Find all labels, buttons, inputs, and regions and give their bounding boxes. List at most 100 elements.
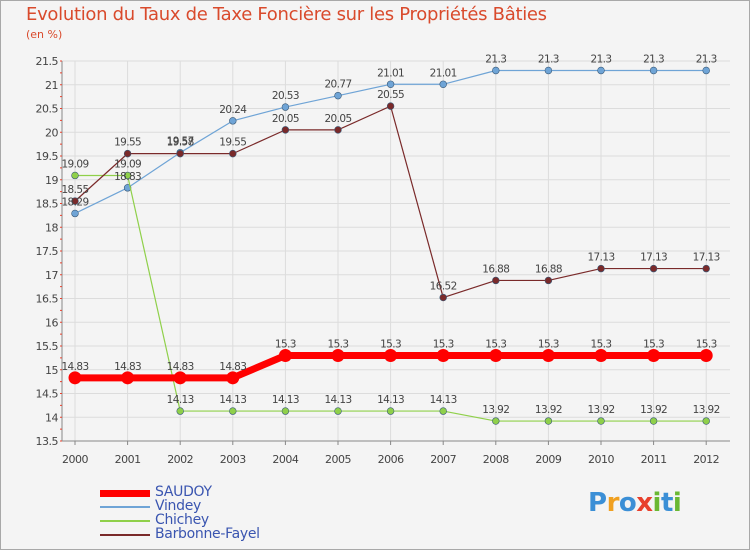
data-point [281, 103, 290, 111]
data-label: 14.13 [167, 394, 194, 406]
legend-item-barbonne-fayel: Barbonne-Fayel [100, 526, 300, 542]
y-tick-label: 19.5 [36, 150, 59, 163]
data-label: 20.55 [377, 89, 404, 101]
data-point [226, 371, 240, 385]
y-tick-label: 21 [45, 79, 58, 92]
data-point [331, 349, 345, 362]
logo-letter: P [588, 488, 607, 518]
data-label: 21.01 [430, 67, 457, 79]
data-point [121, 371, 135, 385]
legend-label-saudoy: SAUDOY [155, 484, 212, 500]
x-tick-label: 2010 [588, 453, 614, 466]
data-point [649, 264, 658, 273]
legend-item-chichey: Chichey [100, 512, 300, 528]
logo-letter: o [618, 488, 637, 518]
data-point [702, 66, 710, 75]
data-point [123, 184, 132, 192]
data-point [649, 66, 658, 75]
data-label: 20.24 [219, 104, 247, 116]
y-tick-label: 14.5 [36, 388, 59, 401]
data-label: 14.13 [430, 394, 457, 406]
data-point [386, 80, 395, 88]
data-label: 20.05 [272, 113, 299, 125]
legend-swatch-saudoy [100, 490, 150, 497]
x-tick-label: 2002 [167, 453, 193, 466]
data-label: 15.3 [328, 339, 349, 351]
logo-letter: x [636, 488, 653, 518]
logo-letter: t [660, 488, 673, 518]
data-point [334, 126, 342, 134]
data-label: 20.05 [324, 113, 351, 125]
data-point [544, 66, 553, 75]
data-label: 13.92 [482, 404, 509, 416]
data-label: 19.55 [114, 137, 141, 149]
logo-letter: i [652, 488, 662, 518]
data-point [123, 171, 132, 180]
data-label: 16.88 [482, 263, 509, 275]
data-label: 13.92 [640, 404, 667, 416]
data-label: 15.3 [696, 339, 717, 351]
data-label: 19.09 [114, 158, 141, 170]
data-point [71, 171, 79, 180]
data-point [541, 349, 555, 362]
data-point [281, 407, 290, 415]
y-tick-label: 20.5 [36, 103, 59, 116]
x-tick-label: 2011 [641, 453, 667, 466]
data-point [71, 197, 79, 205]
y-tick-label: 15.5 [36, 340, 59, 353]
y-tick-label: 15 [45, 364, 58, 377]
data-label: 21.3 [538, 54, 559, 66]
data-point [334, 91, 342, 100]
data-label: 19.58 [167, 137, 194, 149]
data-label: 13.92 [693, 404, 720, 416]
x-tick-label: 2005 [325, 453, 351, 466]
data-point [702, 264, 710, 273]
data-label: 16.52 [430, 281, 457, 293]
data-point [334, 407, 342, 415]
x-tick-label: 2012 [693, 453, 719, 466]
data-label: 15.3 [485, 339, 506, 351]
data-label: 21.3 [485, 54, 506, 66]
proxiti-logo: Proxiti [588, 488, 682, 518]
data-point [436, 349, 450, 362]
data-label: 15.3 [380, 339, 401, 351]
data-point [386, 102, 395, 110]
data-label: 15.3 [591, 339, 612, 351]
y-tick-label: 16 [45, 316, 58, 329]
data-label: 14.13 [219, 394, 246, 406]
y-tick-label: 14 [45, 411, 58, 424]
data-label: 14.83 [114, 361, 141, 373]
data-label: 20.77 [324, 79, 351, 91]
x-tick-label: 2006 [378, 453, 404, 466]
data-point [597, 66, 605, 75]
legend-label-barbonne-fayel: Barbonne-Fayel [155, 526, 260, 542]
data-label: 15.3 [433, 339, 454, 351]
legend-label-vindey: Vindey [155, 498, 202, 514]
data-point [173, 371, 187, 385]
data-point [702, 417, 710, 425]
y-tick-label: 18.5 [36, 198, 59, 211]
data-point [492, 276, 500, 285]
logo-letter: i [672, 488, 682, 518]
data-point [544, 276, 553, 285]
data-label: 18.55 [61, 184, 88, 196]
data-label: 13.92 [535, 404, 562, 416]
x-tick-label: 2003 [220, 453, 246, 466]
data-label: 19.55 [219, 137, 246, 149]
data-point [123, 149, 132, 158]
x-tick-label: 2008 [483, 453, 509, 466]
data-label: 21.3 [643, 54, 664, 66]
data-label: 21.01 [377, 67, 404, 79]
data-point [281, 126, 290, 134]
data-point [386, 407, 395, 415]
data-point [649, 417, 658, 425]
legend-swatch-vindey [100, 506, 150, 508]
data-point [439, 80, 447, 88]
x-tick-label: 2007 [430, 453, 456, 466]
data-label: 14.83 [219, 361, 246, 373]
data-label: 17.13 [640, 252, 667, 264]
data-label: 15.3 [643, 339, 664, 351]
data-point [71, 209, 79, 218]
legend-label-chichey: Chichey [155, 512, 209, 528]
data-point [492, 417, 500, 425]
